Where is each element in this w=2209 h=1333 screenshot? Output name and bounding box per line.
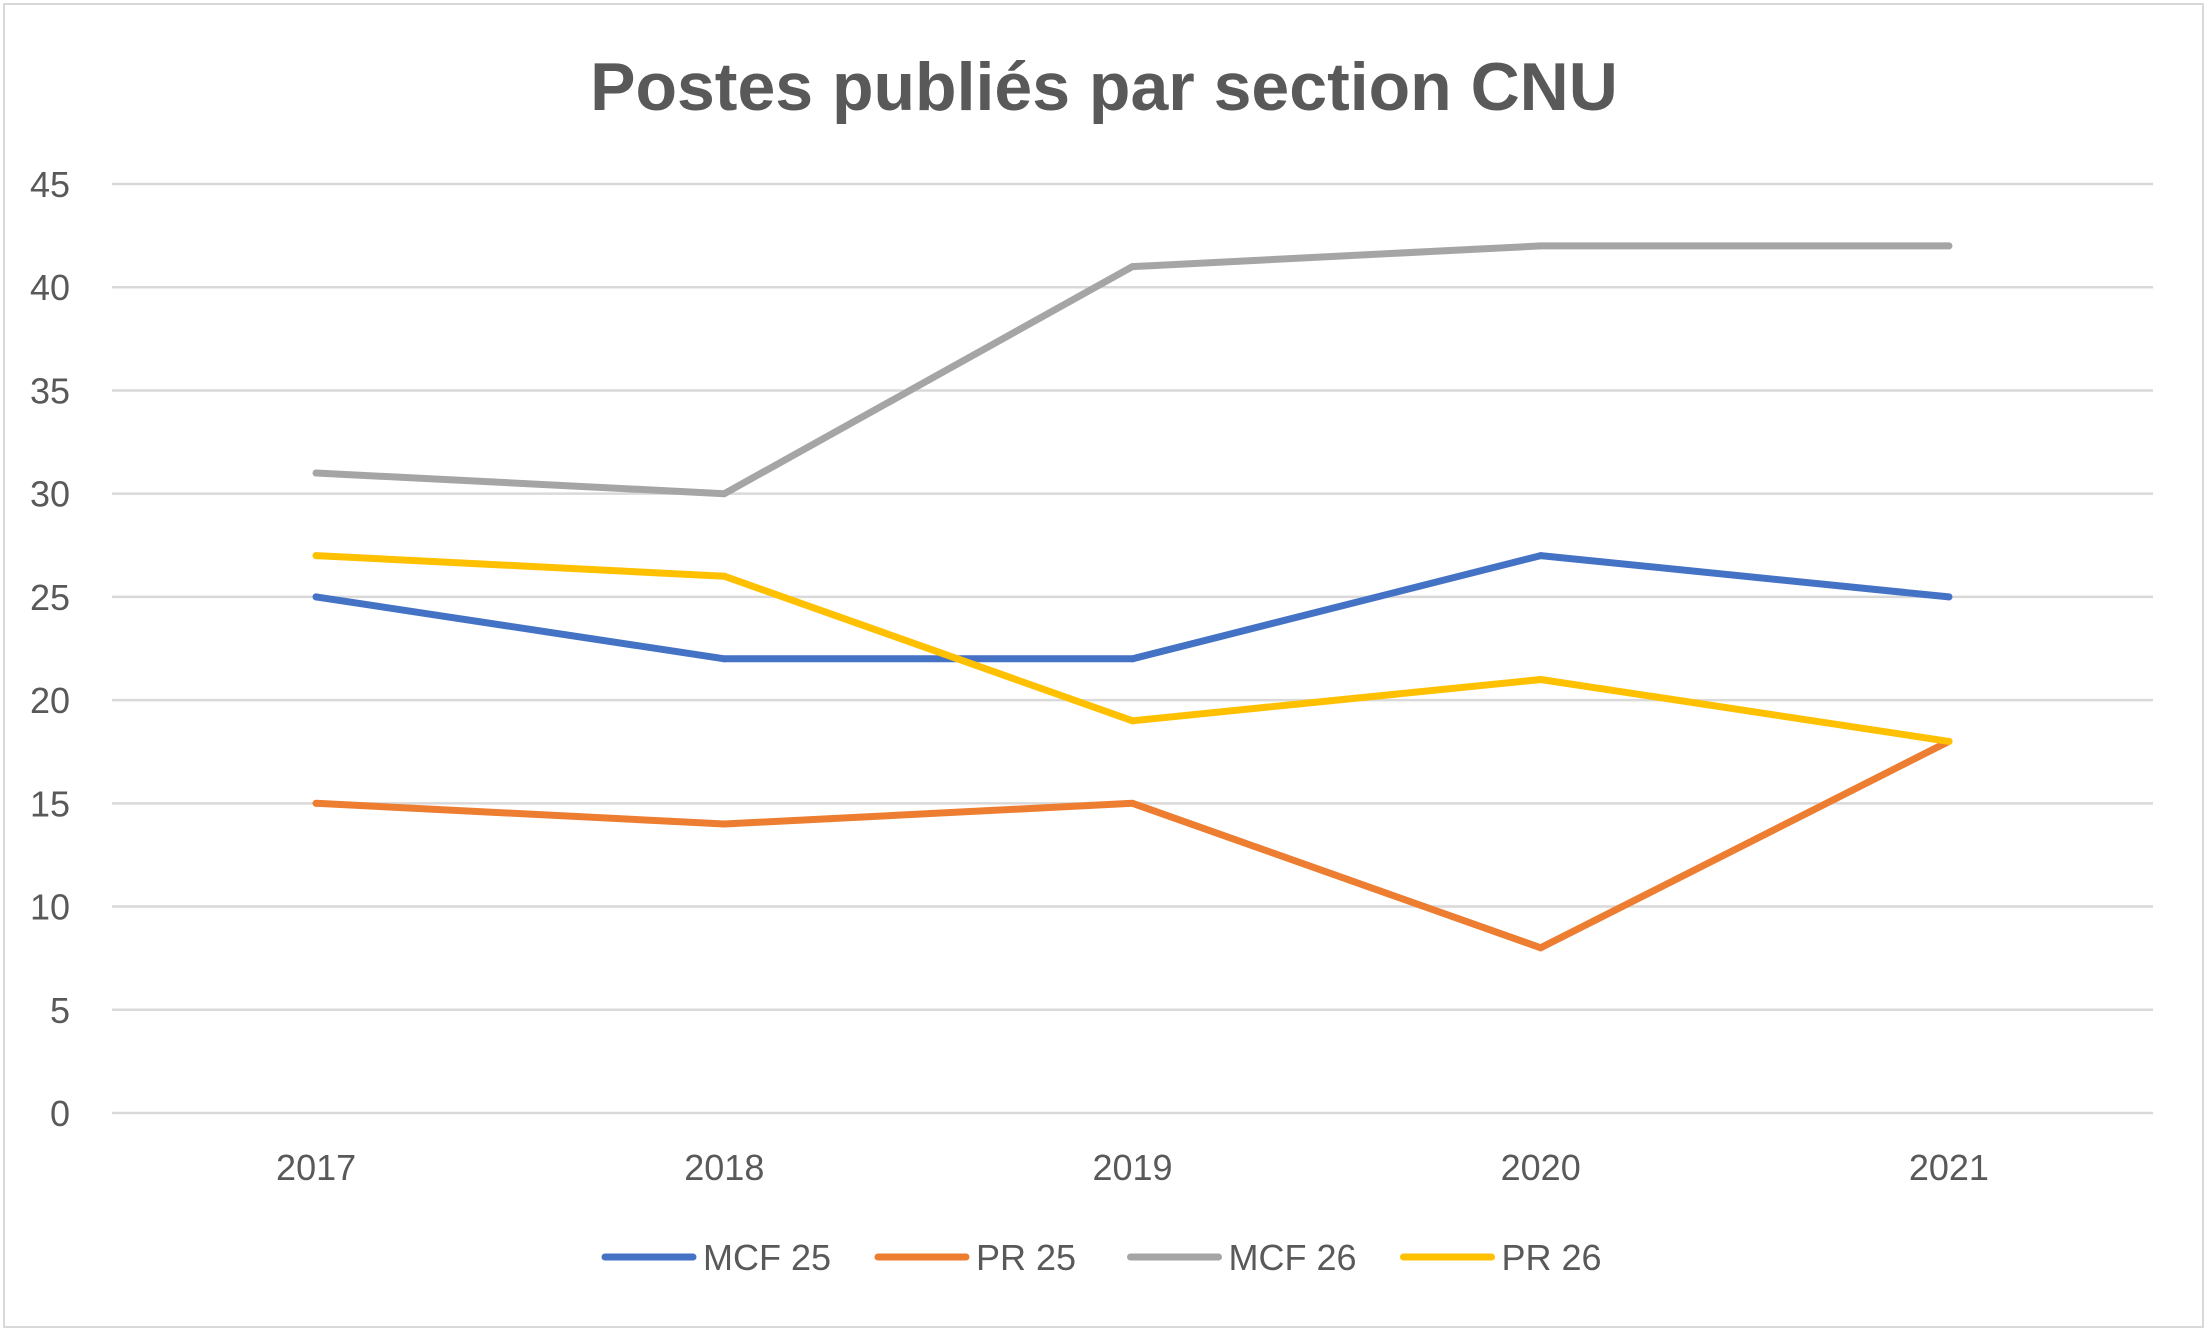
data-point (1945, 593, 1953, 601)
data-point (1537, 675, 1545, 683)
legend: MCF 25 PR 25 MCF 26 PR 26 (601, 1237, 1602, 1278)
chart-title: Postes publiés par section CNU (590, 49, 1618, 125)
gridlines (112, 182, 2153, 1115)
data-point (312, 593, 320, 601)
x-tick-label: 2019 (1092, 1147, 1172, 1188)
y-tick-label: 40 (30, 267, 70, 308)
data-point (1537, 944, 1545, 952)
chart-frame (3, 3, 2204, 1328)
data-point (720, 655, 728, 663)
y-tick-label: 20 (30, 680, 70, 721)
series-line-pr-25 (312, 737, 1953, 952)
y-tick-label: 30 (30, 474, 70, 515)
legend-item-mcf-26: MCF 26 (1127, 1237, 1357, 1278)
legend-label: MCF 26 (1229, 1237, 1357, 1278)
x-tick-label: 2021 (1909, 1147, 1989, 1188)
legend-label: PR 26 (1502, 1237, 1602, 1278)
series-lines (312, 242, 1953, 952)
y-axis: 0 5 10 15 20 25 30 35 40 45 (30, 164, 70, 1134)
legend-item-pr-25: PR 25 (874, 1237, 1076, 1278)
data-point (1129, 655, 1136, 663)
series-line-pr-26 (312, 552, 1953, 745)
series-line-mcf-26 (312, 242, 1953, 498)
data-point (1129, 263, 1136, 271)
legend-item-pr-26: PR 26 (1400, 1237, 1602, 1278)
y-tick-label: 15 (30, 783, 70, 824)
data-point (312, 799, 320, 807)
data-point (1537, 242, 1545, 250)
data-point (1129, 799, 1136, 807)
data-point (720, 572, 728, 580)
x-axis: 2017 2018 2019 2020 2021 (276, 1147, 1989, 1188)
x-tick-label: 2020 (1501, 1147, 1581, 1188)
data-point (720, 820, 728, 828)
y-tick-label: 45 (30, 164, 70, 205)
data-point (1537, 552, 1545, 560)
y-tick-label: 10 (30, 887, 70, 928)
data-point (312, 469, 320, 477)
legend-label: MCF 25 (703, 1237, 831, 1278)
data-point (1129, 717, 1136, 725)
x-tick-label: 2018 (684, 1147, 764, 1188)
y-tick-label: 25 (30, 577, 70, 618)
y-tick-label: 35 (30, 370, 70, 411)
legend-label: PR 25 (976, 1237, 1076, 1278)
y-tick-label: 5 (50, 990, 70, 1031)
data-point (1945, 242, 1953, 250)
x-tick-label: 2017 (276, 1147, 356, 1188)
data-point (312, 552, 320, 560)
legend-item-mcf-25: MCF 25 (601, 1237, 831, 1278)
data-point (1945, 737, 1953, 745)
y-tick-label: 0 (50, 1093, 70, 1134)
data-point (720, 490, 728, 498)
